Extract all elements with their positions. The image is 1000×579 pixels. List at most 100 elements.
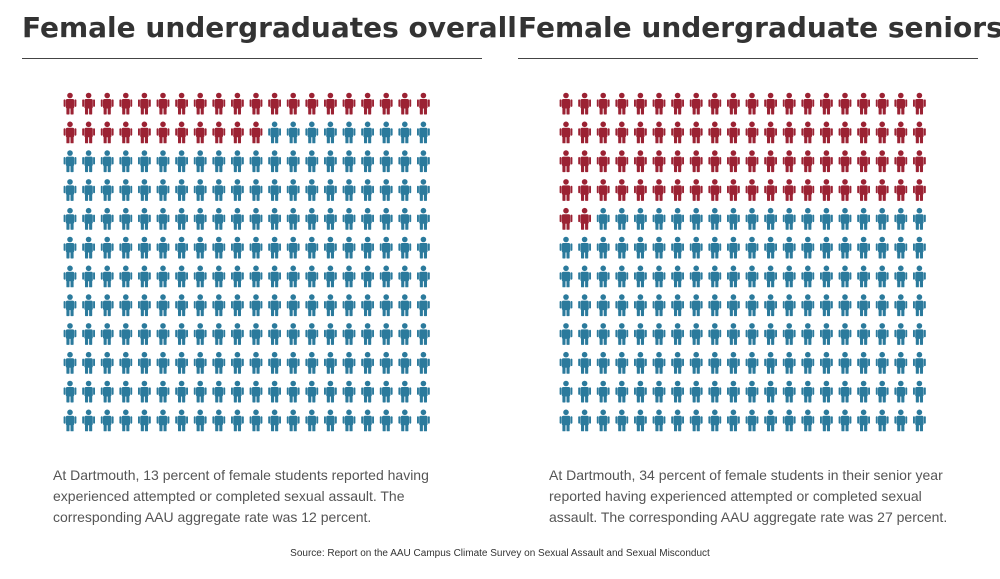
person-icon <box>820 150 833 173</box>
person-icon <box>838 236 852 259</box>
person-icon <box>249 121 263 144</box>
person-icon <box>138 323 151 345</box>
person-icon <box>193 150 207 173</box>
person-icon <box>249 294 263 317</box>
person-icon <box>596 409 610 432</box>
person-icon <box>689 121 703 144</box>
person-icon <box>268 179 281 201</box>
person-icon <box>286 121 300 144</box>
person-icon <box>652 150 666 173</box>
person-icon <box>286 294 300 317</box>
person-icon <box>838 265 852 288</box>
person-icon <box>175 409 188 432</box>
person-icon <box>156 294 170 317</box>
person-icon <box>857 236 870 259</box>
person-icon <box>689 265 703 288</box>
person-icon <box>615 179 629 201</box>
person-icon <box>417 207 430 230</box>
person-icon <box>745 92 759 115</box>
person-icon <box>615 236 629 259</box>
person-icon <box>361 121 374 144</box>
person-icon <box>286 351 300 374</box>
person-icon <box>764 92 777 115</box>
chart-caption: At Dartmouth, 34 percent of female stude… <box>549 467 948 525</box>
person-icon <box>231 92 244 115</box>
person-icon <box>82 92 95 115</box>
person-icon <box>398 150 412 173</box>
person-icon <box>578 179 591 201</box>
person-icon <box>417 92 430 115</box>
person-icon <box>764 265 777 288</box>
person-icon <box>249 150 263 173</box>
person-icon <box>913 294 926 317</box>
person-icon <box>634 380 647 403</box>
person-icon <box>305 121 319 144</box>
person-icon <box>82 380 95 403</box>
person-icon <box>578 409 591 432</box>
person-icon <box>578 92 591 115</box>
person-icon <box>305 351 319 374</box>
person-icon <box>652 121 666 144</box>
person-icon <box>379 236 393 259</box>
person-icon <box>820 380 833 403</box>
person-icon <box>119 121 133 144</box>
person-icon <box>894 351 908 374</box>
person-icon <box>913 265 926 288</box>
person-icon <box>801 92 815 115</box>
person-icon <box>305 380 319 403</box>
person-icon <box>875 207 889 230</box>
person-icon <box>615 409 629 432</box>
person-icon <box>559 150 573 173</box>
person-icon <box>193 294 207 317</box>
person-icon <box>324 294 337 317</box>
person-icon <box>268 236 281 259</box>
person-icon <box>671 236 684 259</box>
person-icon <box>894 323 908 345</box>
person-icon <box>671 351 684 374</box>
person-icon <box>342 265 356 288</box>
panel-overall: Female undergraduates overall At Dartmou… <box>22 0 517 540</box>
person-icon <box>398 179 412 201</box>
person-icon <box>342 323 356 345</box>
person-icon <box>578 150 591 173</box>
person-icon <box>82 294 95 317</box>
person-icon <box>875 265 889 288</box>
person-icon <box>82 265 95 288</box>
person-icon <box>596 236 610 259</box>
person-icon <box>596 207 610 230</box>
person-icon <box>615 207 629 230</box>
person-icon <box>63 92 77 115</box>
person-icon <box>745 150 759 173</box>
person-icon <box>727 351 740 374</box>
person-icon <box>838 121 852 144</box>
person-icon <box>175 179 188 201</box>
person-icon <box>193 351 207 374</box>
person-icon <box>894 236 908 259</box>
person-icon <box>838 92 852 115</box>
person-icon <box>63 150 77 173</box>
person-icon <box>801 380 815 403</box>
person-icon <box>156 323 170 345</box>
person-icon <box>249 92 263 115</box>
person-icon <box>820 179 833 201</box>
person-icon <box>379 323 393 345</box>
person-icon <box>305 323 319 345</box>
person-icon <box>820 351 833 374</box>
person-icon <box>324 207 337 230</box>
person-icon <box>63 380 77 403</box>
person-icon <box>63 236 77 259</box>
person-icon <box>764 409 777 432</box>
person-icon <box>193 409 207 432</box>
person-icon <box>100 351 114 374</box>
person-icon <box>782 150 796 173</box>
person-icon <box>379 409 393 432</box>
person-icon <box>913 236 926 259</box>
person-icon <box>801 121 815 144</box>
person-icon <box>100 409 114 432</box>
person-icon <box>652 236 666 259</box>
person-icon <box>417 380 430 403</box>
person-icon <box>559 92 573 115</box>
person-icon <box>63 207 77 230</box>
person-icon <box>82 179 95 201</box>
person-icon <box>820 207 833 230</box>
